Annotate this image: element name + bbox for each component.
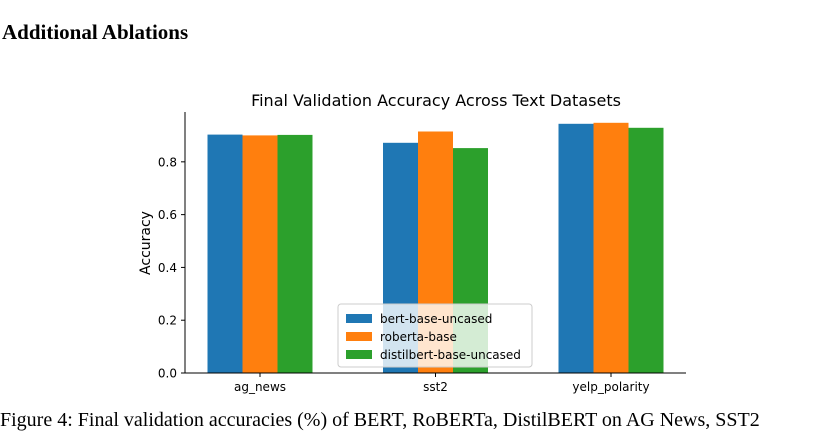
x-tick-label-ag_news: ag_news [234,380,286,394]
legend-label-bert-base-uncased: bert-base-uncased [380,312,492,326]
y-tick-label: 0.2 [158,314,177,328]
legend-swatch-bert-base-uncased [346,314,372,323]
x-tick-label-yelp_polarity: yelp_polarity [572,380,649,394]
bar-chart: Final Validation Accuracy Across Text Da… [138,91,686,394]
legend-label-distilbert-base-uncased: distilbert-base-uncased [380,348,521,362]
y-tick-label: 0.8 [158,155,177,169]
x-tick-label-sst2: sst2 [423,380,448,394]
bar-roberta-base-ag_news [242,135,278,373]
legend: bert-base-uncased roberta-base distilbert-… [337,303,533,368]
bar-distilbert-base-uncased-yelp_polarity [628,127,664,373]
y-axis-label: Accuracy [138,211,154,275]
y-tick-label: 0.0 [158,367,177,381]
y-tick-label: 0.4 [158,261,177,275]
legend-swatch-distilbert-base-uncased [346,350,372,359]
chart-title: Final Validation Accuracy Across Text Da… [251,91,621,110]
ticks-group: 0.0 0.2 0.4 0.6 0.8 ag_news sst2 yelp_polarity [158,155,650,394]
bar-roberta-base-yelp_polarity [593,122,629,373]
bar-bert-base-uncased-ag_news [207,134,243,373]
section-heading: Additional Ablations [2,20,189,44]
legend-swatch-roberta-base [346,332,372,341]
legend-box [337,303,533,368]
figure-caption: Figure 4: Final validation accuracies (%… [0,409,760,431]
bar-bert-base-uncased-yelp_polarity [558,123,594,373]
bar-distilbert-base-uncased-ag_news [277,134,313,373]
bar-chart-figure: Final Validation Accuracy Across Text Da… [0,80,826,405]
y-tick-label: 0.6 [158,208,177,222]
legend-label-roberta-base: roberta-base [380,330,457,344]
